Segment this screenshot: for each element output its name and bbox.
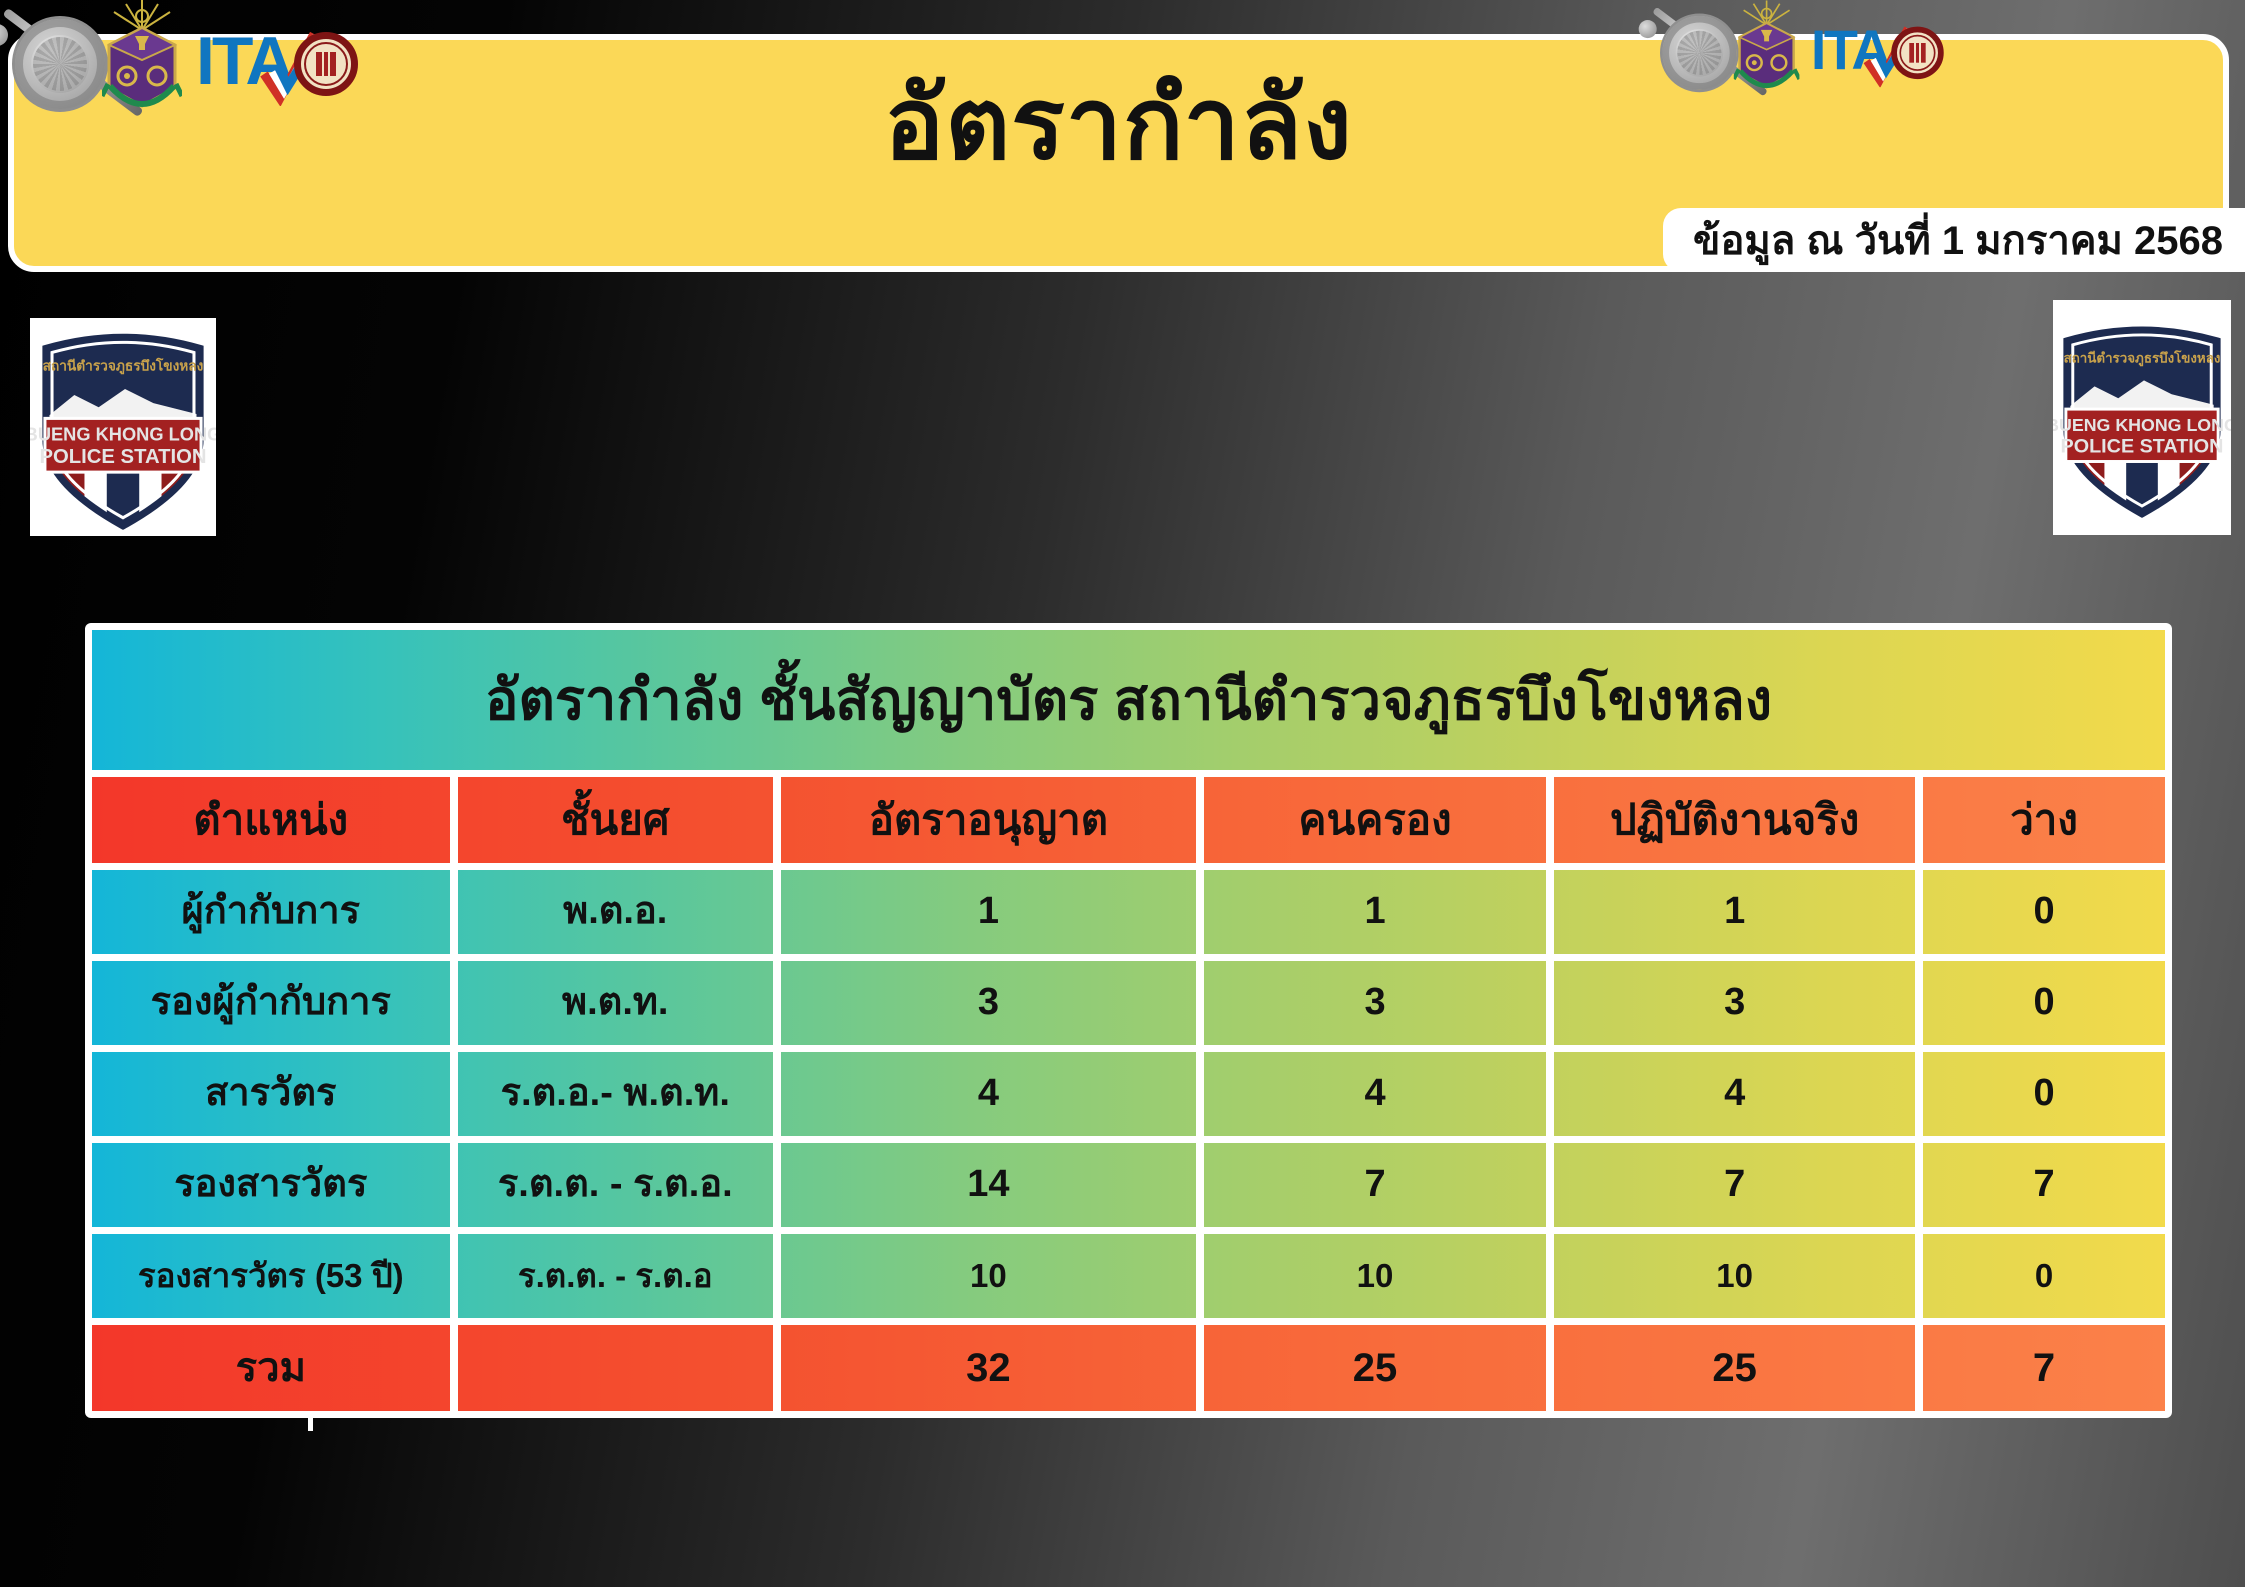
table-title: อัตรากำลัง ชั้นสัญญาบัตร สถานีตำรวจภูธรบ… [92, 630, 2165, 770]
cell-rank: พ.ต.ท. [449, 961, 773, 1045]
sword-pommel-icon [1638, 20, 1657, 39]
cell-rank: พ.ต.อ. [449, 870, 773, 954]
table-row: ผู้กำกับการ พ.ต.อ. 1 1 1 0 [92, 870, 2165, 954]
provincial-police-seal-icon [1891, 26, 1944, 80]
total-authorized: 32 [772, 1325, 1196, 1411]
cell-rank: ร.ต.อ.- พ.ต.ท. [449, 1052, 773, 1136]
provincial-police-seal-icon [294, 32, 358, 96]
column-header-occupied: คนครอง [1195, 777, 1546, 863]
sword-pommel-icon [0, 24, 8, 46]
column-header-working: ปฏิบัติงานจริง [1546, 777, 1915, 863]
cell-authorized: 4 [772, 1052, 1196, 1136]
table-row: สารวัตร ร.ต.อ.- พ.ต.ท. 4 4 4 0 [92, 1052, 2165, 1136]
badge-line2: POLICE STATION [2061, 436, 2224, 458]
badge-thai-text: สถานีตำรวจภูธรบึงโขงหลง [2064, 350, 2221, 367]
cell-position: ผู้กำกับการ [181, 890, 361, 933]
medallion-disc-icon [12, 16, 108, 112]
cell-rank: ร.ต.ต. - ร.ต.อ. [449, 1143, 773, 1227]
table-row: รองผู้กำกับการ พ.ต.ท. 3 3 3 0 [92, 961, 2165, 1045]
date-text: ข้อมูล ณ วันที่ 1 มกราคม 2568 [1693, 219, 2223, 263]
cell-vacant: 0 [1915, 1052, 2165, 1136]
cell-vacant: 0 [1915, 961, 2165, 1045]
cell-authorized: 3 [772, 961, 1196, 1045]
cell-position: รองผู้กำกับการ [150, 981, 391, 1024]
column-header-position: ตำแหน่ง [193, 795, 349, 843]
cell-vacant: 0 [1915, 870, 2165, 954]
column-header-rank: ชั้นยศ [449, 777, 773, 863]
table-total-row: รวม 32 25 25 7 [92, 1325, 2165, 1411]
ita-logo: ITA [1811, 21, 1913, 89]
total-vacant: 7 [1915, 1325, 2165, 1411]
cell-authorized: 14 [772, 1143, 1196, 1227]
column-header-vacant: ว่าง [1915, 777, 2165, 863]
total-working: 25 [1546, 1325, 1915, 1411]
staffing-table: อัตรากำลัง ชั้นสัญญาบัตร สถานีตำรวจภูธรบ… [85, 623, 2172, 1418]
total-occupied: 25 [1195, 1325, 1546, 1411]
cell-occupied: 7 [1195, 1143, 1546, 1227]
page-title: อัตรากำลัง [884, 68, 1353, 180]
badge-line1: BUENG KHONG LONG [30, 424, 216, 445]
date-badge: ข้อมูล ณ วันที่ 1 มกราคม 2568 [1663, 208, 2245, 272]
logo-group-right: ITA [1638, 0, 1955, 109]
medallion-disc-icon [1660, 13, 1739, 93]
logo-group-left: ITA [0, 0, 372, 132]
cell-working: 3 [1546, 961, 1915, 1045]
table-header-row: ตำแหน่ง ชั้นยศ อัตราอนุญาต คนครอง ปฏิบัต… [92, 777, 2165, 863]
header-banner: อัตรากำลัง [8, 34, 2229, 272]
cell-position: สารวัตร [205, 1072, 337, 1115]
table-row: รองสารวัตร (53 ปี) ร.ต.ต. - ร.ต.อ 10 10 … [92, 1234, 2165, 1318]
badge-thai-text: สถานีตำรวจภูธรบึงโขงหลง [43, 357, 204, 375]
cell-rank: ร.ต.ต. - ร.ต.อ [449, 1234, 773, 1318]
cell-working: 4 [1546, 1052, 1915, 1136]
sword-medallion-icon [1638, 6, 1768, 97]
table-row: รองสารวัตร ร.ต.ต. - ร.ต.อ. 14 7 7 7 [92, 1143, 2165, 1227]
cell-occupied: 1 [1195, 870, 1546, 954]
royal-police-crest-icon [1731, 0, 1802, 100]
station-badge: สถานีตำรวจภูธรบึงโขงหลง BUENG KHONG LONG… [30, 318, 216, 536]
artifact-tick [308, 1413, 313, 1431]
cell-working: 10 [1546, 1234, 1915, 1318]
cell-working: 7 [1546, 1143, 1915, 1227]
cell-position: รองสารวัตร [174, 1163, 368, 1206]
total-label: รวม [235, 1346, 306, 1390]
badge-line1: BUENG KHONG LONG [2053, 415, 2231, 435]
royal-police-crest-icon [99, 0, 185, 122]
cell-position: รองสารวัตร (53 ปี) [137, 1257, 404, 1295]
cell-working: 1 [1546, 870, 1915, 954]
cell-vacant: 0 [1915, 1234, 2165, 1318]
cell-authorized: 1 [772, 870, 1196, 954]
cell-occupied: 10 [1195, 1234, 1546, 1318]
column-header-authorized: อัตราอนุญาต [772, 777, 1196, 863]
cell-occupied: 3 [1195, 961, 1546, 1045]
badge-line2: POLICE STATION [39, 446, 206, 468]
station-badge: สถานีตำรวจภูธรบึงโขงหลง BUENG KHONG LONG… [2053, 300, 2231, 535]
sword-medallion-icon [0, 7, 144, 118]
total-rank [449, 1325, 773, 1411]
cell-occupied: 4 [1195, 1052, 1546, 1136]
cell-authorized: 10 [772, 1234, 1196, 1318]
cell-vacant: 7 [1915, 1143, 2165, 1227]
